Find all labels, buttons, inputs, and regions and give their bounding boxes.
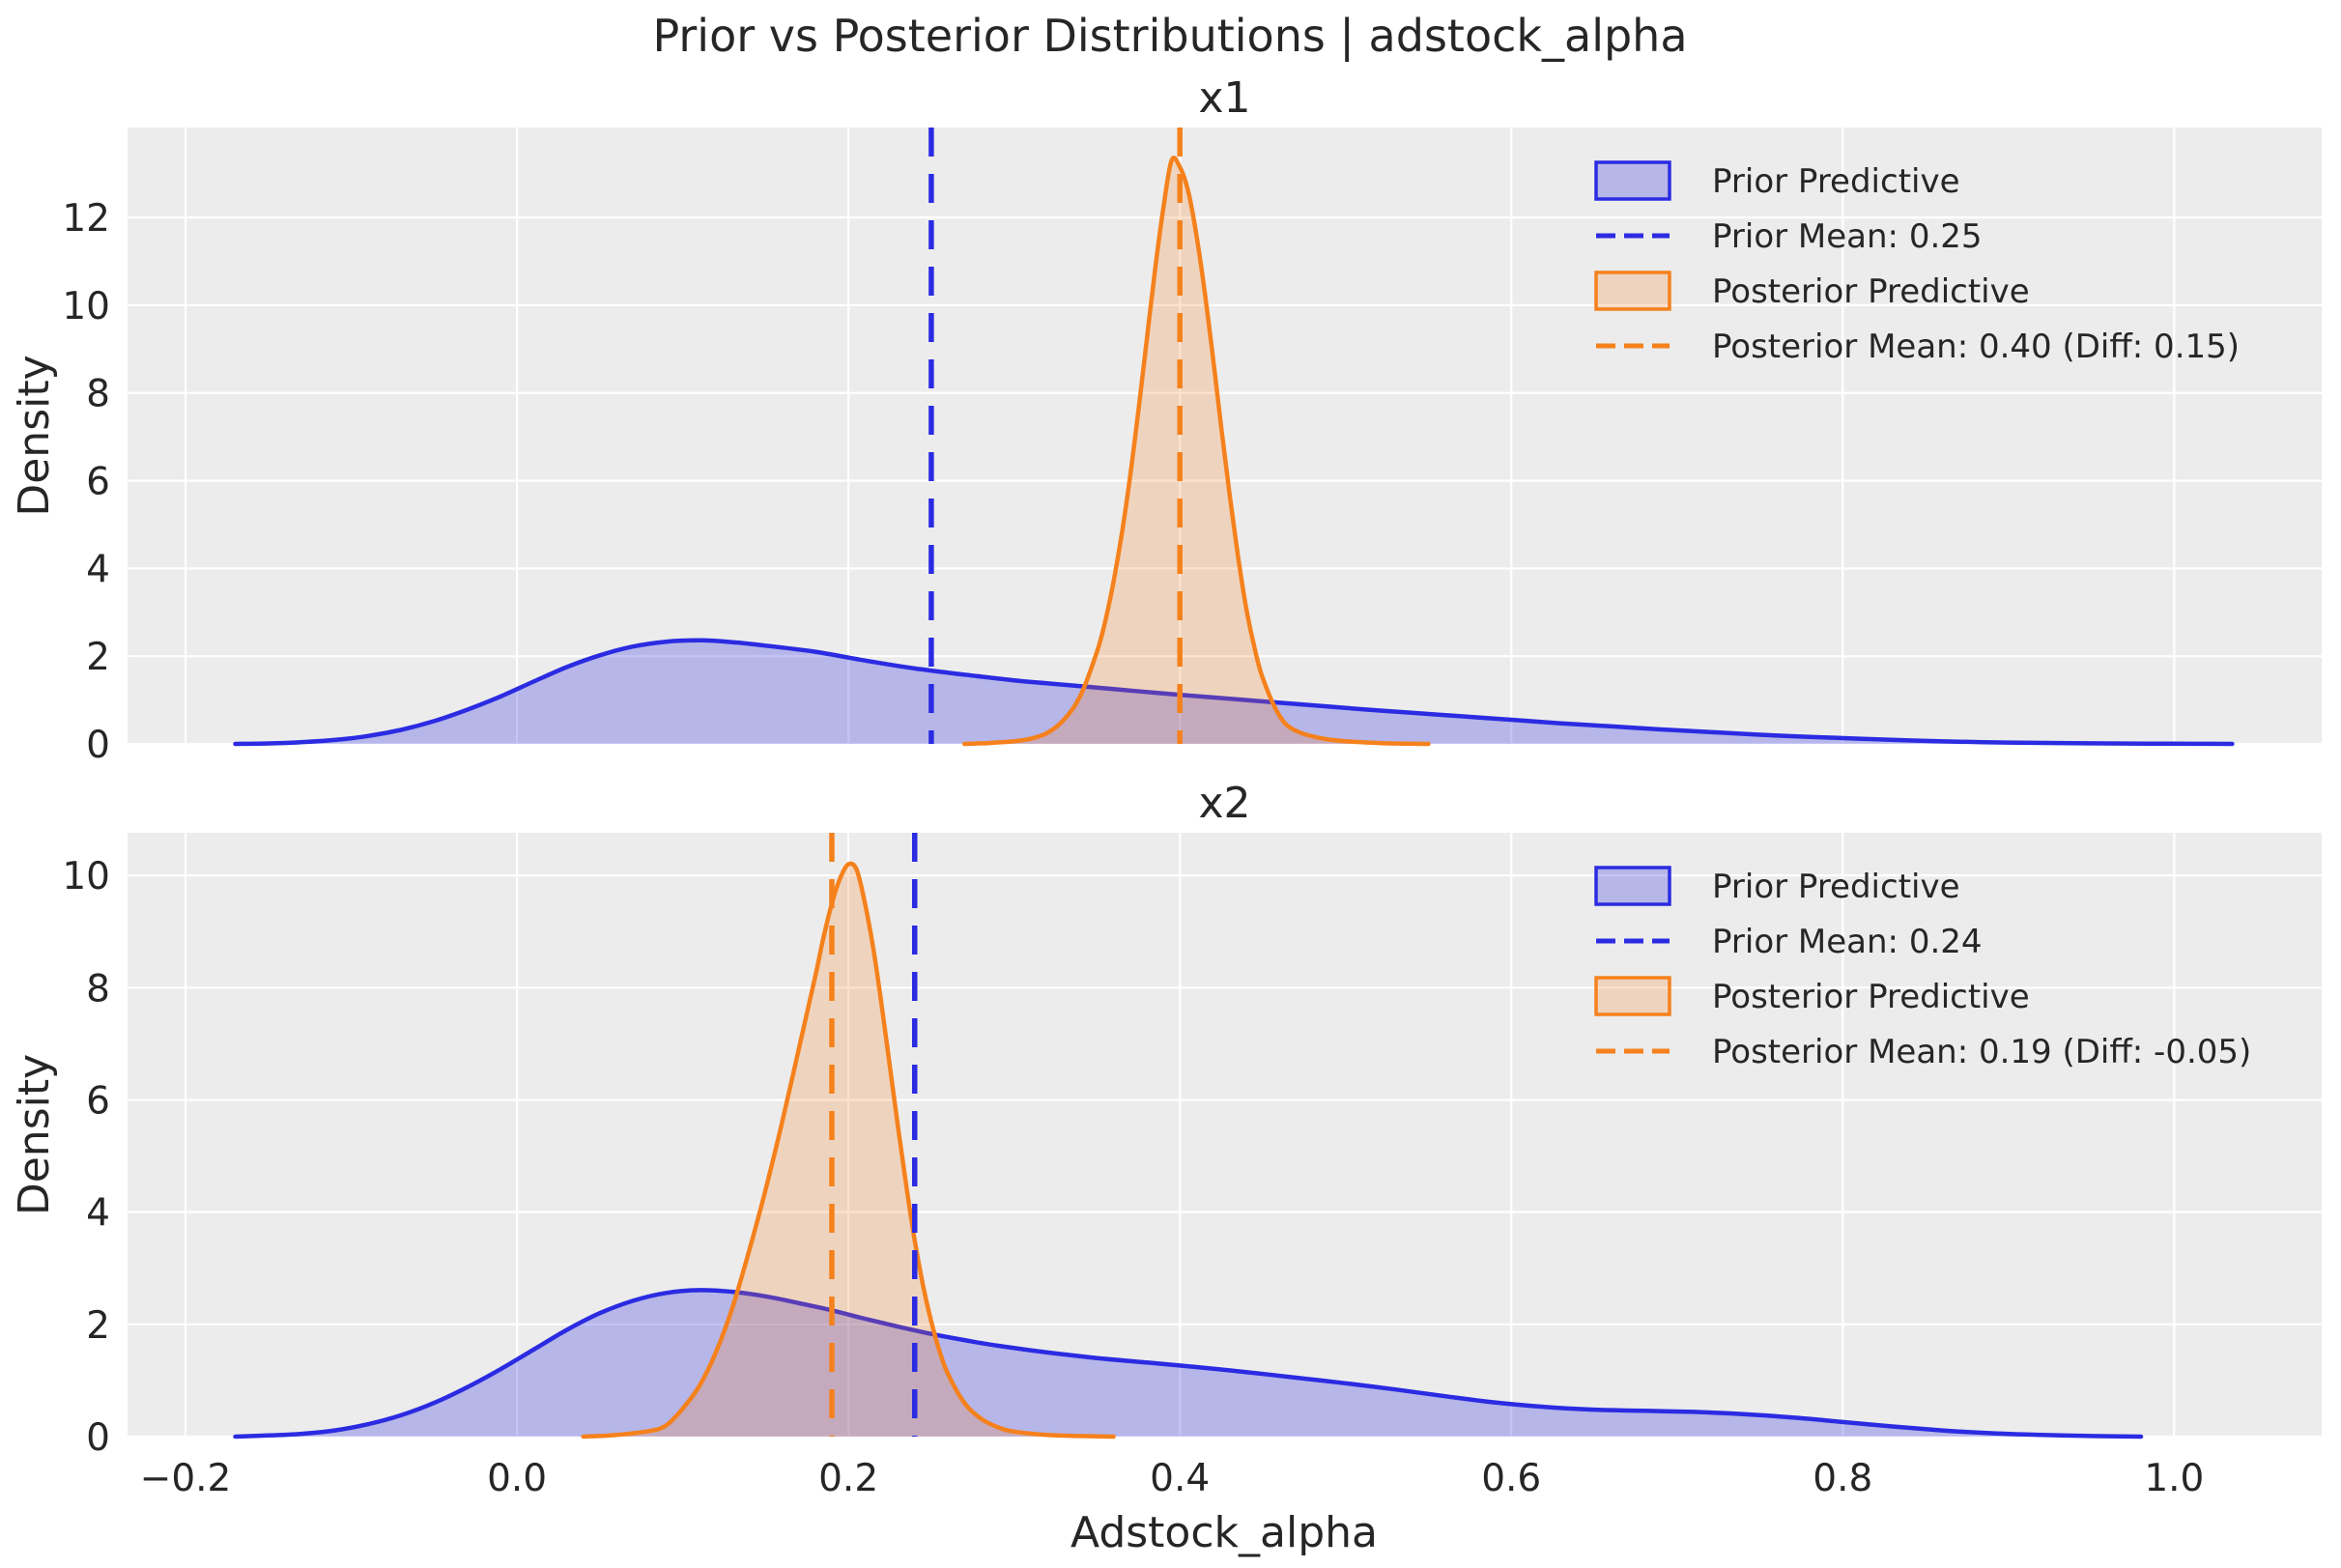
figure-title: Prior vs Posterior Distributions | adsto… — [652, 10, 1687, 63]
legend-label: Prior Predictive — [1712, 868, 1960, 906]
x-tick-label: 0.4 — [1150, 1457, 1210, 1500]
y-tick-label: 0 — [86, 1416, 110, 1460]
subplot-title: x2 — [1198, 779, 1250, 828]
legend-label: Posterior Predictive — [1712, 978, 2030, 1016]
posterior-kde-fill — [964, 157, 1429, 744]
y-tick-label: 12 — [62, 197, 110, 241]
y-tick-label: 6 — [86, 1079, 110, 1123]
y-tick-label: 8 — [86, 967, 110, 1011]
prior-kde-fill — [235, 1290, 2141, 1437]
legend-label: Posterior Mean: 0.40 (Diff: 0.15) — [1712, 328, 2240, 366]
legend: Prior Predictive Prior Mean: 0.25 Posterio… — [1594, 160, 2240, 366]
x-tick-label: 0.0 — [487, 1457, 547, 1500]
x-tick-label: 1.0 — [2144, 1457, 2204, 1500]
posterior-kde-fill — [583, 863, 1114, 1437]
posterior-kde-line — [961, 156, 1431, 747]
posterior-legend-patch-icon — [1594, 271, 1671, 311]
legend: Prior Predictive Prior Mean: 0.24 Posterio… — [1594, 866, 2251, 1071]
y-axis-label: Density — [10, 355, 59, 516]
y-tick-label: 4 — [86, 548, 110, 591]
subplot-x2: 0 2 4 6 8 10 −0.2 0.0 0.2 0.4 0.6 0.8 1.0 x2 Density Pr… — [10, 779, 2322, 1500]
x-tick-label: 0.8 — [1813, 1457, 1872, 1500]
legend-label: Prior Predictive — [1712, 162, 1960, 201]
y-tick-label: 6 — [86, 461, 110, 504]
y-tick-label: 0 — [86, 724, 110, 767]
prior-legend-patch-icon — [1594, 160, 1671, 201]
prior-kde-line — [233, 638, 2235, 747]
axes-background — [128, 833, 2322, 1437]
y-axis-label: Density — [10, 1054, 59, 1215]
prior-kde-line — [233, 1288, 2144, 1440]
y-tick-label: 10 — [62, 855, 110, 898]
prior-legend-patch-icon — [1594, 866, 1671, 906]
y-tick-label: 2 — [86, 1304, 110, 1348]
prior-kde-fill — [235, 640, 2233, 744]
legend-label: Posterior Mean: 0.19 (Diff: -0.05) — [1712, 1033, 2251, 1071]
posterior-kde-line — [581, 861, 1116, 1440]
x-axis-label: Adstock_alpha — [1071, 1508, 1378, 1557]
legend-label: Prior Mean: 0.25 — [1712, 217, 1983, 256]
x-tick-label: −0.2 — [140, 1457, 232, 1500]
legend-label: Posterior Predictive — [1712, 272, 2030, 311]
subplot-title: x1 — [1198, 73, 1250, 123]
posterior-legend-patch-icon — [1594, 976, 1671, 1016]
legend-label: Prior Mean: 0.24 — [1712, 923, 1983, 961]
y-tick-label: 4 — [86, 1192, 110, 1236]
y-tick-label: 10 — [62, 285, 110, 328]
x-tick-label: 0.2 — [818, 1457, 878, 1500]
y-tick-label: 8 — [86, 373, 110, 416]
x-tick-label: 0.6 — [1481, 1457, 1541, 1500]
y-tick-label: 2 — [86, 636, 110, 679]
axes-background — [128, 128, 2322, 744]
